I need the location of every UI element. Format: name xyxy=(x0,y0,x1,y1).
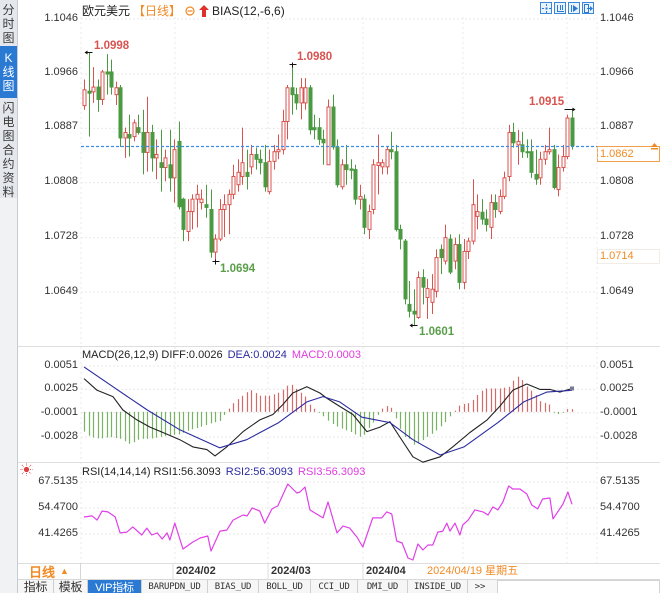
macd-diff-value: DIFF:0.0026 xyxy=(161,349,223,361)
sidebar-item-contract-info[interactable]: 合约资料 xyxy=(0,143,17,199)
high-annotation: 1.0915 xyxy=(529,96,565,108)
cursor-date-label: 2024/04/19 星期五 xyxy=(427,565,519,577)
tab-bias-ud[interactable]: BIAS_UD xyxy=(208,580,259,593)
current-price-badge: 1.0862 xyxy=(597,146,660,162)
axis-label: 54.4700 xyxy=(600,501,640,513)
symbol-name: 欧元美元 xyxy=(82,4,131,18)
pause-icon[interactable] xyxy=(554,2,566,14)
sidebar-item-kline[interactable]: K线图 xyxy=(0,46,17,98)
tab-boll-ud[interactable]: BOLL_UD xyxy=(259,580,311,593)
candles xyxy=(82,52,575,326)
sidebar-item-label: 合约资料 xyxy=(2,143,15,199)
axis-label: 0.0051 xyxy=(44,359,78,371)
tab-inside-ud[interactable]: INSIDE_UD xyxy=(408,580,468,593)
tab-vip-indicators[interactable]: VIP指标 xyxy=(88,580,142,593)
axis-label: -0.0028 xyxy=(600,430,638,442)
axis-label: 1.0808 xyxy=(600,175,634,187)
period-switch-button[interactable]: 日线 ▲ xyxy=(18,563,81,580)
axis-label: 1.1046 xyxy=(44,12,78,24)
axis-label: 1.0728 xyxy=(44,230,78,242)
low-annotation: 1.0601 xyxy=(419,326,455,338)
tab-indicators[interactable]: 指标 xyxy=(18,580,54,593)
x-axis-date: 2024/02 xyxy=(176,565,216,577)
macd-legend: MACD(26,12,9) DIFF:0.0026 DEA:0.0024 MAC… xyxy=(82,349,361,362)
axis-label: 1.0649 xyxy=(44,285,78,297)
low-annotation: 1.0694 xyxy=(220,263,256,275)
axis-label: -0.0001 xyxy=(600,406,638,418)
axis-label: 0.0051 xyxy=(600,359,634,371)
sidebar-item-label: K线图 xyxy=(2,51,15,93)
sidebar-item-label: 闪电图 xyxy=(2,100,15,143)
sidebar-items: 分时图 K线图 闪电图 合约资料 xyxy=(0,0,17,199)
axis-label: 1.0887 xyxy=(44,120,78,132)
axis-label: 41.4265 xyxy=(38,527,78,539)
indicator-tab-bar: 指标 模板 VIP指标 BARUPDN_UD BIAS_UD BOLL_UD C… xyxy=(18,579,660,593)
sidebar-item-label: 分时图 xyxy=(2,2,15,45)
tab-templates[interactable]: 模板 xyxy=(54,580,88,593)
triangle-up-icon: ▲ xyxy=(60,566,69,576)
axis-label: 0.0025 xyxy=(600,382,634,394)
tabs-more-button[interactable]: >> xyxy=(474,581,486,592)
axis-label: 1.0649 xyxy=(600,285,634,297)
sidebar-item-timeshare[interactable]: 分时图 xyxy=(0,2,17,45)
period-button-label: 日线 xyxy=(29,564,56,580)
indicator-label[interactable]: BIAS(12,-6,6) xyxy=(212,3,285,18)
macd-dea-value: DEA:0.0024 xyxy=(227,349,287,361)
x-axis-date: 2024/03 xyxy=(271,565,311,577)
chart-toolbar xyxy=(540,2,594,14)
axis-label: 54.4700 xyxy=(38,501,78,513)
rsi1-value: RSI1:56.3093 xyxy=(153,466,221,478)
crosshair-move-icon[interactable] xyxy=(540,2,552,14)
axis-label: 0.0025 xyxy=(44,382,78,394)
axis-label: 1.0887 xyxy=(600,120,634,132)
high-annotation: 1.0980 xyxy=(297,51,333,63)
axis-label: 67.5135 xyxy=(600,475,640,487)
tab-cci-ud[interactable]: CCI_UD xyxy=(311,580,358,593)
tab-scroll-area[interactable] xyxy=(497,580,660,593)
axis-label: -0.0028 xyxy=(40,430,78,442)
axis-label: 1.0728 xyxy=(600,230,634,242)
red-up-arrow-icon[interactable] xyxy=(198,4,209,17)
high-annotation: 1.0998 xyxy=(94,40,130,52)
axis-label: 1.0808 xyxy=(44,175,78,187)
rsi-title: RSI(14,14,14) xyxy=(82,466,151,478)
axis-label: 67.5135 xyxy=(38,475,78,487)
tab-dmi-ud[interactable]: DMI_UD xyxy=(358,580,408,593)
chart-header: 欧元美元 【日线】 BIAS(12,-6,6) xyxy=(82,2,285,19)
axis-label: 1.0966 xyxy=(600,66,634,78)
macd-hist-value: MACD:0.0003 xyxy=(291,349,361,361)
period-label[interactable]: 【日线】 xyxy=(133,4,182,18)
axis-label: 1.1046 xyxy=(600,12,634,24)
rsi2-value: RSI2:56.3093 xyxy=(225,466,294,478)
axis-label: 41.4265 xyxy=(600,527,640,539)
x-axis-date: 2024/04 xyxy=(366,565,406,577)
price-up-arrow-icon xyxy=(650,138,659,150)
sidebar-item-flash-chart[interactable]: 闪电图 xyxy=(0,99,17,144)
rsi-legend: RSI(14,14,14) RSI1:56.3093 RSI2:56.3093 … xyxy=(82,466,365,479)
settings-sun-icon[interactable] xyxy=(20,463,33,476)
grid-lines xyxy=(18,17,660,579)
axis-label: 1.0966 xyxy=(44,66,78,78)
rsi3-value: RSI3:56.3093 xyxy=(298,466,366,478)
axis-label: -0.0001 xyxy=(40,406,78,418)
tab-barupdn-ud[interactable]: BARUPDN_UD xyxy=(142,580,208,593)
macd-histogram xyxy=(83,376,574,445)
circle-minus-icon[interactable] xyxy=(184,5,195,17)
play-icon[interactable] xyxy=(568,2,580,14)
exit-icon[interactable] xyxy=(582,2,594,14)
macd-title: MACD(26,12,9) xyxy=(82,349,159,361)
view-sidebar: 分时图 K线图 闪电图 合约资料 xyxy=(0,0,18,593)
